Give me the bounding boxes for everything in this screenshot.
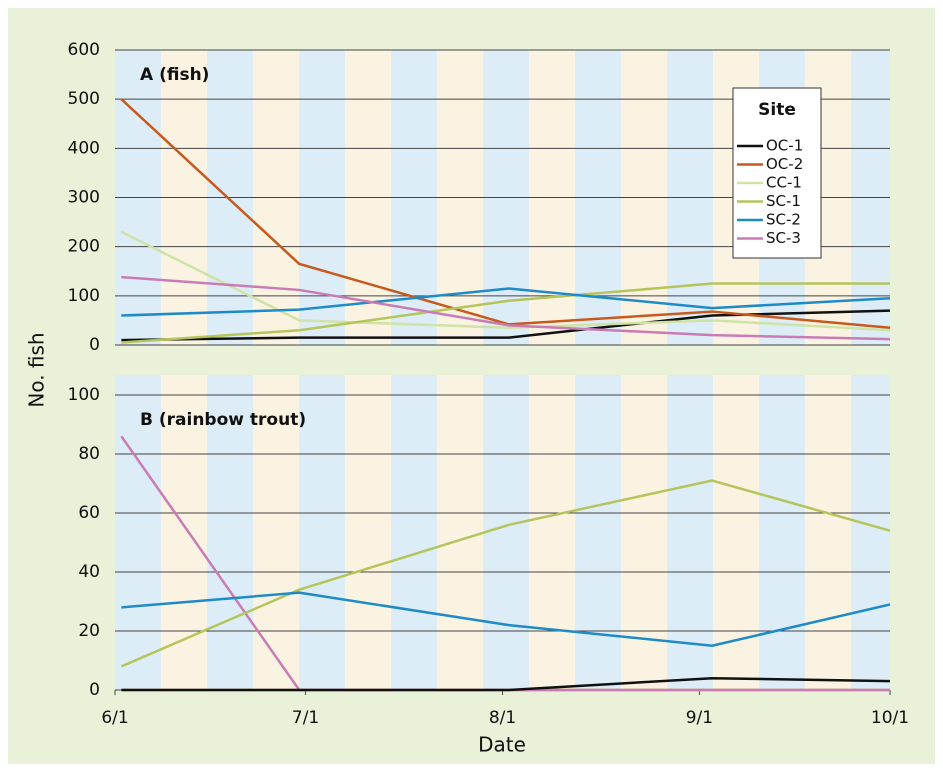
stripe [529,375,575,690]
x-tick-label: 9/1 [686,708,713,728]
series-line [121,309,891,342]
y-tick-label: 400 [68,138,100,158]
legend-label: SC-1 [766,192,801,210]
stripe [667,375,713,690]
y-tick-label: 500 [68,89,100,109]
y-tick-label: 600 [68,40,100,60]
stripe [115,375,161,690]
legend-label: OC-1 [766,137,803,155]
series-line [121,282,890,344]
y-tick-label: 60 [78,503,100,523]
stripe [345,375,391,690]
series-line [120,230,891,332]
x-tick-label: 10/1 [871,708,909,728]
y-tick-label: 0 [89,680,100,700]
stripe [391,375,437,690]
legend-label: SC-2 [766,211,801,229]
y-tick-label: 100 [68,385,100,405]
panel-title: B (rainbow trout) [140,410,306,430]
stripe [483,375,529,690]
stripe [621,375,667,690]
stripe [253,375,299,690]
series-line [121,591,891,648]
stripe [299,375,345,690]
legend-label: SC-3 [766,229,801,247]
legend-box [732,87,822,259]
stripe [437,375,483,690]
stripe [805,375,851,690]
panel-title: A (fish) [140,65,209,85]
stripe [851,375,890,690]
x-tick-label: 8/1 [489,708,516,728]
series-line [121,275,891,341]
legend-label: OC-2 [766,155,803,173]
legend-label: CC-1 [766,174,802,192]
series-line [120,479,891,668]
legend-title: Site [758,100,796,120]
x-tick-label: 7/1 [292,708,319,728]
y-axis-label: No. fish [25,332,49,407]
stripe [575,375,621,690]
stripe [161,375,207,690]
y-tick-label: 20 [78,621,100,641]
y-tick-label: 40 [78,562,100,582]
y-tick-label: 0 [89,335,100,355]
stripe [207,375,253,690]
x-axis-label: Date [478,733,526,757]
y-tick-label: 100 [68,286,100,306]
y-tick-label: 200 [68,237,100,257]
x-tick-label: 6/1 [101,708,128,728]
series-line [121,676,891,692]
y-tick-label: 80 [78,444,100,464]
y-tick-label: 300 [68,188,100,208]
series-line [121,287,891,317]
stripe [759,375,805,690]
